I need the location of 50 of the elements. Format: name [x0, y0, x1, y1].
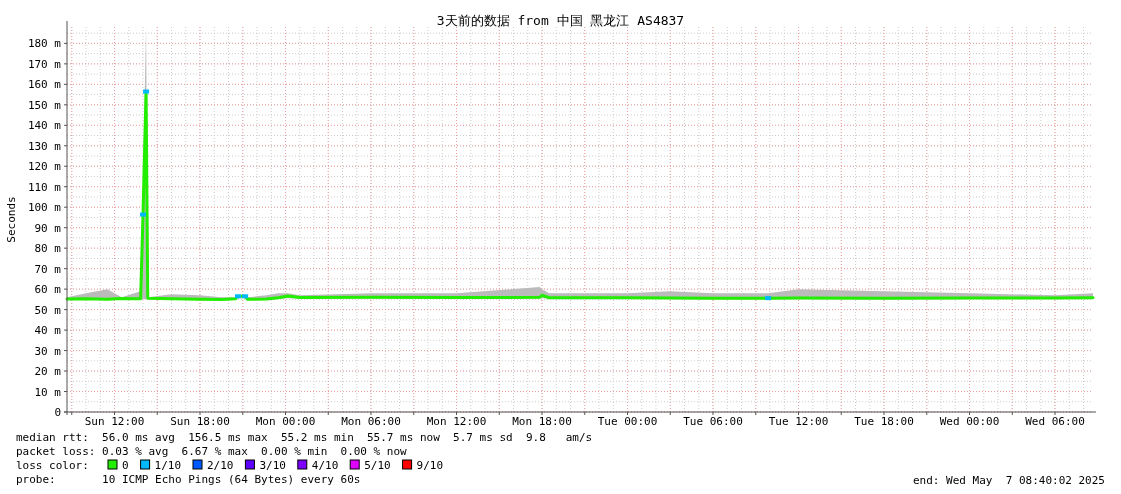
text: end: Wed May 7 08:40:02 2025	[912, 474, 1105, 487]
legend-label: 5/10	[364, 459, 391, 472]
chart-title: 3天前的数据 from 中国 黑龙江 AS4837	[436, 13, 685, 28]
x-tick-label: Wed 00:00	[939, 415, 1000, 428]
y-tick-label: 110 m	[27, 180, 62, 194]
y-tick-label: 70 m	[34, 262, 62, 276]
legend-label: 1/10	[154, 459, 182, 472]
y-tick-label: 10 m	[34, 385, 62, 399]
y-tick-label: 80 m	[34, 242, 62, 256]
text: probe: 10 ICMP Echo Pings (64 Bytes) every 60s	[16, 473, 361, 486]
y-tick-label: 150 m	[27, 98, 62, 112]
y-tick-label: 20 m	[34, 365, 62, 379]
y-tick-label: 100 m	[27, 201, 62, 215]
y-tick-label: 60 m	[34, 283, 62, 297]
point	[765, 296, 772, 301]
x-tick-label: Sun 18:00	[170, 415, 230, 428]
x-tick-label: Tue 18:00	[854, 415, 914, 428]
y-axis-title: Seconds	[5, 196, 18, 243]
legend-label: 0	[122, 459, 129, 472]
x-tick-label: Wed 06:00	[1025, 415, 1085, 428]
y-tick-label: 130 m	[27, 139, 62, 153]
y-tick-label: 160 m	[27, 78, 62, 92]
y-tick-label: 170 m	[27, 57, 62, 71]
x-tick-label: Mon 00:00	[255, 415, 316, 428]
y-tick-label: 140 m	[27, 119, 62, 133]
y-tick-label: 40 m	[34, 324, 62, 338]
legend-label: 2/10	[207, 459, 234, 472]
legend-title: loss color:	[16, 459, 89, 472]
x-tick-label: Mon 12:00	[426, 415, 487, 428]
point	[235, 294, 241, 299]
y-tick-label: 90 m	[34, 221, 62, 235]
y-tick-label: 180 m	[27, 37, 62, 51]
legend-label: 9/10	[416, 459, 444, 472]
point	[143, 89, 150, 94]
y-tick-label: 0	[54, 406, 61, 419]
x-tick-label: Tue 12:00	[768, 415, 829, 428]
x-tick-label: Tue 06:00	[683, 415, 743, 428]
x-tick-label: Sun 12:00	[84, 415, 145, 428]
x-tick-label: Tue 00:00	[597, 415, 658, 428]
point	[242, 294, 249, 299]
text: median rtt: 56.0 ms avg 156.5 ms max 55.2 ms min 55.7 ms now 5.7 ms sd 9.8 am/s	[16, 431, 593, 444]
x-tick-label: Mon 18:00	[512, 415, 572, 428]
x-tick-label: Mon 06:00	[341, 415, 401, 428]
y-tick-label: 30 m	[34, 344, 62, 358]
text: packet loss: 0.03 % avg 6.67 % max 0.00 % min 0.00 % now	[16, 445, 408, 458]
legend-label: 4/10	[311, 459, 339, 472]
y-tick-label: 120 m	[27, 160, 62, 174]
y-tick-label: 50 m	[34, 303, 62, 317]
point	[140, 212, 146, 217]
legend-label: 3/10	[259, 459, 286, 472]
